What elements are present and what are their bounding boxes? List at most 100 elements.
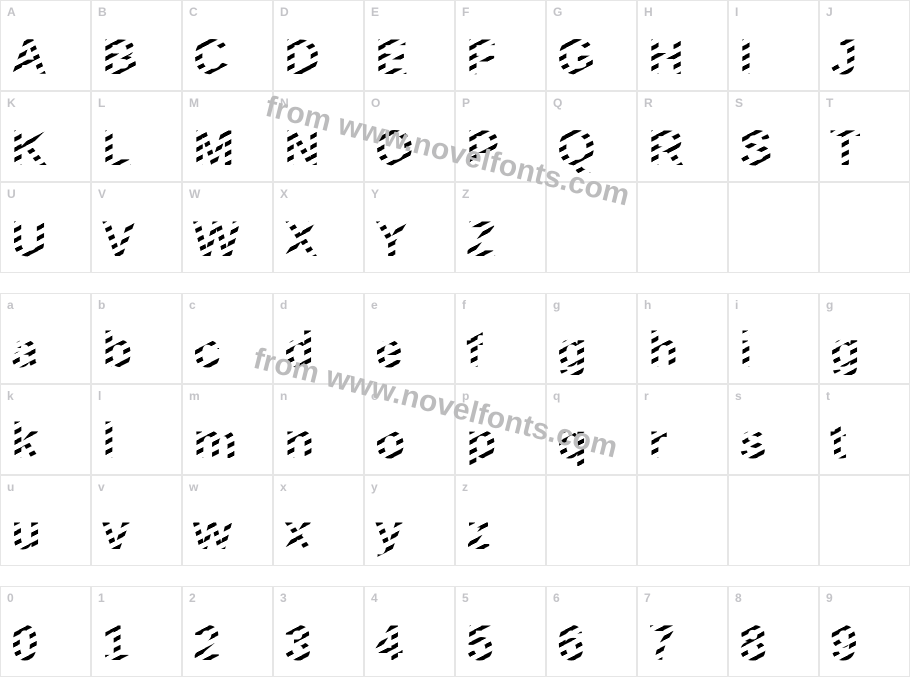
glyph-cell: xx [273, 475, 364, 566]
glyph-cell: NN [273, 91, 364, 182]
cell-label: n [280, 389, 287, 403]
glyph-cell: VV [91, 182, 182, 273]
cell-glyph: Y [365, 214, 454, 264]
glyph-cell: 77 [637, 586, 728, 677]
cell-label: D [280, 5, 289, 19]
glyph-cell: vv [91, 475, 182, 566]
glyph-cell: ff [455, 293, 546, 384]
glyph-cell: ll [91, 384, 182, 475]
cell-glyph: L [92, 123, 181, 173]
cell-glyph: t [820, 416, 909, 466]
cell-label: e [371, 298, 378, 312]
glyph-cell: kk [0, 384, 91, 475]
cell-label: s [735, 389, 742, 403]
cell-label: g [553, 298, 560, 312]
glyph-cell: JJ [819, 0, 910, 91]
cell-glyph: z [456, 507, 545, 557]
cell-glyph: y [365, 507, 454, 557]
glyph-cell [728, 182, 819, 273]
glyph-cell: ww [182, 475, 273, 566]
cell-glyph: l [92, 416, 181, 466]
cell-glyph: f [456, 325, 545, 375]
glyph-cell [637, 182, 728, 273]
cell-label: U [7, 187, 16, 201]
cell-label: f [462, 298, 466, 312]
glyph-cell: GG [546, 0, 637, 91]
cell-glyph: 8 [729, 618, 818, 668]
cell-label: u [7, 480, 14, 494]
glyph-cell: WW [182, 182, 273, 273]
glyph-cell: dd [273, 293, 364, 384]
cell-label: E [371, 5, 379, 19]
cell-label: r [644, 389, 649, 403]
glyph-cell: 33 [273, 586, 364, 677]
cell-label: 1 [98, 591, 105, 605]
glyph-cell: 55 [455, 586, 546, 677]
glyph-cell: rr [637, 384, 728, 475]
cell-label: F [462, 5, 469, 19]
glyph-cell: AA [0, 0, 91, 91]
cell-label: R [644, 96, 653, 110]
cell-label: 8 [735, 591, 742, 605]
cell-glyph: u [1, 507, 90, 557]
cell-glyph: g [547, 325, 636, 375]
cell-label: S [735, 96, 743, 110]
cell-glyph: s [729, 416, 818, 466]
cell-label: W [189, 187, 200, 201]
cell-glyph: D [274, 32, 363, 82]
cell-glyph: I [729, 32, 818, 82]
cell-label: o [371, 389, 378, 403]
glyph-row: uuvvwwxxyyzz [0, 475, 911, 566]
cell-glyph: J [820, 32, 909, 82]
cell-glyph: q [547, 416, 636, 466]
glyph-cell [546, 182, 637, 273]
cell-label: 3 [280, 591, 287, 605]
cell-label: 2 [189, 591, 196, 605]
cell-glyph: o [365, 416, 454, 466]
cell-label: H [644, 5, 653, 19]
cell-glyph: S [729, 123, 818, 173]
cell-label: t [826, 389, 830, 403]
glyph-cell: 11 [91, 586, 182, 677]
glyph-cell: TT [819, 91, 910, 182]
cell-glyph: 3 [274, 618, 363, 668]
cell-glyph: A [1, 32, 90, 82]
glyph-cell: UU [0, 182, 91, 273]
cell-label: Q [553, 96, 562, 110]
cell-glyph: 5 [456, 618, 545, 668]
cell-glyph: i [729, 325, 818, 375]
glyph-cell: XX [273, 182, 364, 273]
cell-glyph: F [456, 32, 545, 82]
glyph-row: KKLLMMNNOOPPQQRRSSTT [0, 91, 911, 182]
glyph-cell: gg [546, 293, 637, 384]
cell-label: i [735, 298, 738, 312]
glyph-cell: oo [364, 384, 455, 475]
cell-label: M [189, 96, 199, 110]
cell-label: k [7, 389, 14, 403]
glyph-cell: tt [819, 384, 910, 475]
cell-glyph: 4 [365, 618, 454, 668]
cell-glyph: 1 [92, 618, 181, 668]
glyph-cell: ee [364, 293, 455, 384]
glyph-cell: uu [0, 475, 91, 566]
cell-glyph: P [456, 123, 545, 173]
cell-glyph: 9 [820, 618, 909, 668]
glyph-cell: FF [455, 0, 546, 91]
cell-glyph: a [1, 325, 90, 375]
cell-label: p [462, 389, 469, 403]
glyph-cell: hh [637, 293, 728, 384]
cell-glyph: N [274, 123, 363, 173]
cell-label: K [7, 96, 16, 110]
glyph-row: UUVVWWXXYYZZ [0, 182, 911, 273]
cell-label: 5 [462, 591, 469, 605]
cell-label: P [462, 96, 470, 110]
cell-glyph: 6 [547, 618, 636, 668]
cell-glyph: V [92, 214, 181, 264]
cell-glyph: h [638, 325, 727, 375]
glyph-cell: CC [182, 0, 273, 91]
glyph-cell: 66 [546, 586, 637, 677]
cell-label: w [189, 480, 198, 494]
cell-label: d [280, 298, 287, 312]
cell-glyph: T [820, 123, 909, 173]
cell-label: v [98, 480, 105, 494]
